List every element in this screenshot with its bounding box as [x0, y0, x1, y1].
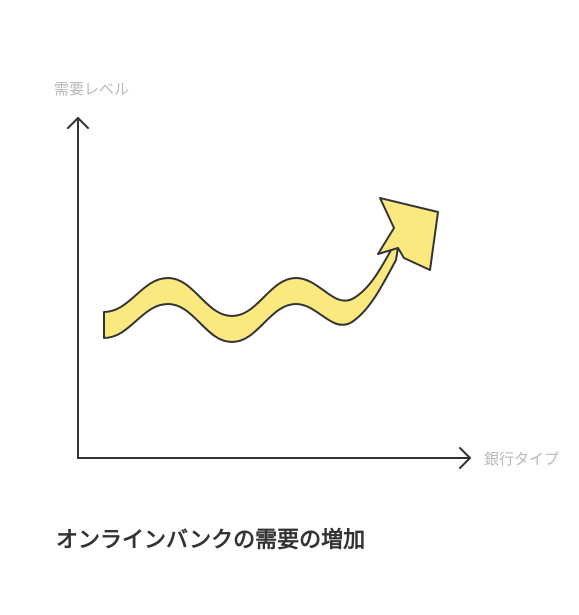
chart-canvas: 需要レベル 銀行タイプ オンラインバンクの需要の増加	[0, 0, 579, 615]
wave-arrow-body	[104, 234, 400, 342]
chart-title: オンラインバンクの需要の増加	[56, 522, 365, 554]
